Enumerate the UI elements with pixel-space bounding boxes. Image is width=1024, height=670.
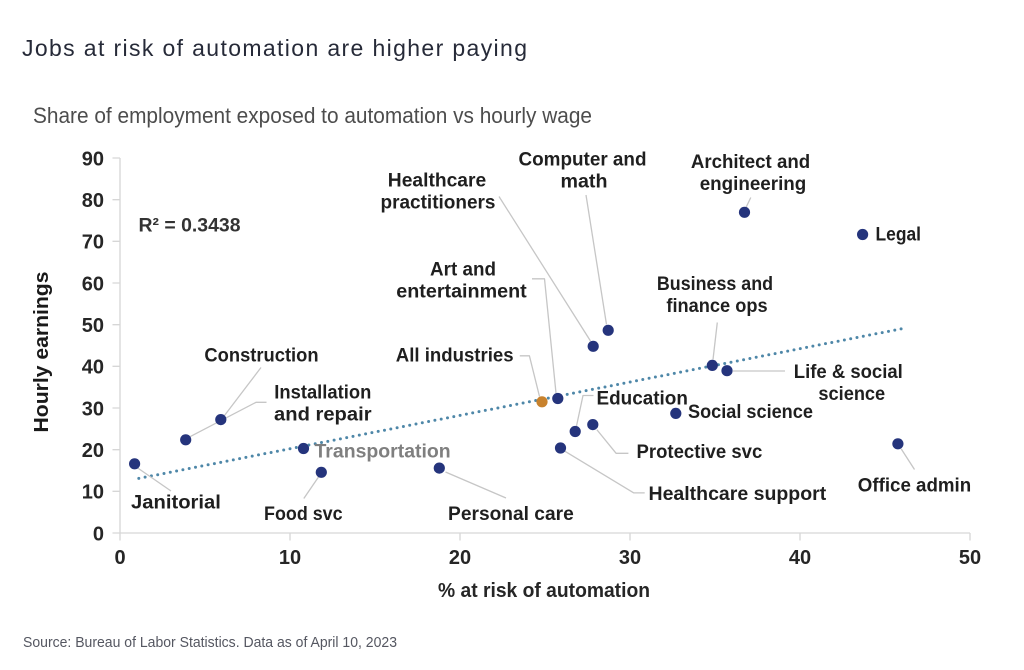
svg-text:10: 10 <box>82 482 104 504</box>
svg-text:Janitorial: Janitorial <box>131 493 221 514</box>
svg-text:Office admin: Office admin <box>858 476 971 497</box>
svg-text:math: math <box>561 172 608 193</box>
svg-text:Protective svc: Protective svc <box>637 442 763 463</box>
svg-text:50: 50 <box>82 315 104 337</box>
svg-text:Construction: Construction <box>204 346 318 367</box>
svg-text:practitioners: practitioners <box>381 193 496 214</box>
svg-text:Education: Education <box>597 389 688 410</box>
svg-text:finance ops: finance ops <box>666 296 767 317</box>
svg-text:Computer and: Computer and <box>519 150 647 171</box>
svg-text:80: 80 <box>82 190 104 212</box>
svg-text:R² = 0.3438: R² = 0.3438 <box>139 216 241 237</box>
svg-text:Food svc: Food svc <box>264 504 343 525</box>
svg-text:60: 60 <box>82 273 104 295</box>
svg-text:Transportation: Transportation <box>315 442 451 463</box>
svg-text:20: 20 <box>82 440 104 462</box>
svg-text:science: science <box>818 384 885 405</box>
svg-text:Architect and: Architect and <box>691 152 810 173</box>
svg-text:Art and: Art and <box>430 260 496 281</box>
svg-text:Social science: Social science <box>688 402 813 423</box>
svg-text:All industries: All industries <box>396 346 514 367</box>
svg-text:Healthcare: Healthcare <box>388 171 486 192</box>
svg-text:30: 30 <box>619 547 641 569</box>
svg-text:0: 0 <box>93 523 104 545</box>
svg-text:Installation: Installation <box>274 383 371 404</box>
svg-text:Healthcare support: Healthcare support <box>649 484 827 505</box>
svg-text:40: 40 <box>82 357 104 379</box>
svg-text:20: 20 <box>449 547 471 569</box>
svg-text:30: 30 <box>82 398 104 420</box>
svg-text:Life & social: Life & social <box>794 362 903 383</box>
svg-text:0: 0 <box>114 547 125 569</box>
svg-text:70: 70 <box>82 232 104 254</box>
svg-text:Legal: Legal <box>876 225 922 246</box>
svg-text:and repair: and repair <box>274 405 372 426</box>
svg-text:Share of employment exposed to: Share of employment exposed to automatio… <box>33 103 592 128</box>
svg-text:Jobs at risk of automation are: Jobs at risk of automation are higher pa… <box>22 35 527 61</box>
svg-text:Hourly earnings: Hourly earnings <box>31 272 53 433</box>
svg-text:90: 90 <box>82 148 104 170</box>
svg-text:% at risk of automation: % at risk of automation <box>438 580 650 602</box>
svg-text:50: 50 <box>959 547 981 569</box>
svg-text:Business and: Business and <box>657 274 773 295</box>
svg-text:10: 10 <box>279 547 301 569</box>
svg-text:Personal care: Personal care <box>448 504 574 525</box>
svg-text:engineering: engineering <box>700 174 807 195</box>
svg-text:entertainment: entertainment <box>396 282 527 303</box>
svg-text:Source: Bureau of Labor Statis: Source: Bureau of Labor Statistics. Data… <box>23 635 397 651</box>
svg-text:40: 40 <box>789 547 811 569</box>
